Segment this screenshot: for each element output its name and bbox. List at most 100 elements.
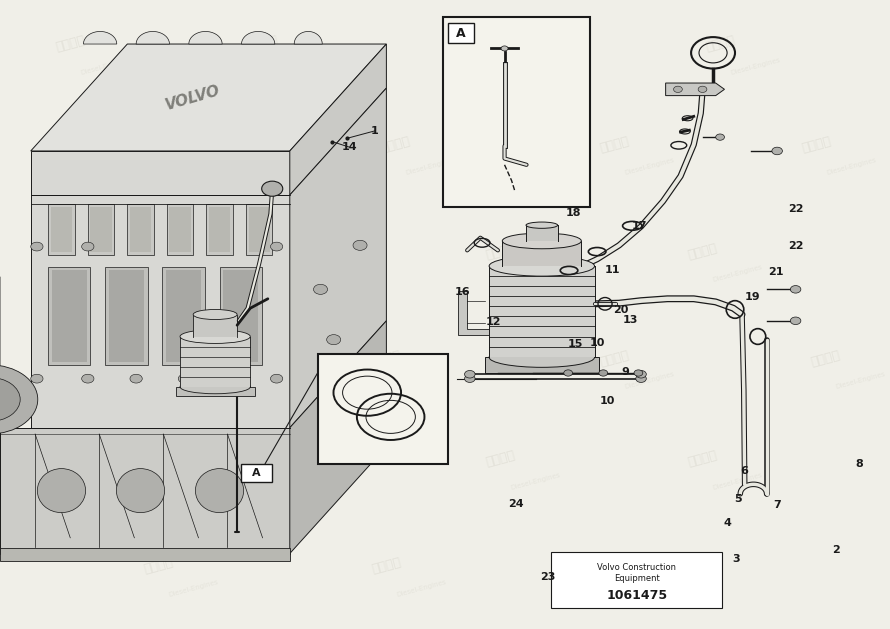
Text: 紫发动力: 紫发动力 [686, 449, 719, 469]
Polygon shape [88, 204, 114, 255]
Ellipse shape [526, 222, 558, 228]
Polygon shape [48, 267, 91, 365]
Text: A: A [457, 27, 465, 40]
Circle shape [327, 335, 341, 345]
Text: 紫发动力: 紫发动力 [493, 34, 525, 54]
Text: 2: 2 [832, 545, 840, 555]
Polygon shape [130, 207, 151, 252]
Ellipse shape [490, 347, 595, 367]
Text: 4: 4 [724, 518, 731, 528]
Polygon shape [241, 31, 275, 44]
Text: Diesel-Engines: Diesel-Engines [624, 579, 676, 598]
Polygon shape [206, 204, 232, 255]
Text: 23: 23 [540, 572, 555, 582]
Text: Diesel-Engines: Diesel-Engines [396, 579, 447, 598]
Polygon shape [52, 270, 87, 362]
Polygon shape [248, 207, 270, 252]
Text: 紫发动力: 紫发动力 [599, 348, 631, 369]
Text: 紫发动力: 紫发动力 [370, 556, 402, 576]
Text: 紫发动力: 紫发动力 [54, 242, 86, 262]
Text: 紫发动力: 紫发动力 [484, 242, 517, 262]
Text: 3: 3 [732, 554, 740, 564]
Polygon shape [166, 204, 193, 255]
Text: Diesel-Engines: Diesel-Engines [167, 371, 219, 390]
Circle shape [716, 134, 724, 140]
Text: Diesel-Engines: Diesel-Engines [826, 157, 878, 176]
Text: Diesel-Engines: Diesel-Engines [80, 472, 131, 491]
Text: Diesel-Engines: Diesel-Engines [290, 472, 342, 491]
Text: 紫发动力: 紫发动力 [484, 449, 517, 469]
Circle shape [465, 370, 475, 378]
Polygon shape [526, 225, 558, 241]
Polygon shape [163, 267, 205, 365]
Text: 紫发动力: 紫发动力 [142, 135, 174, 155]
Bar [448, 23, 474, 43]
Text: Equipment: Equipment [614, 574, 659, 583]
Bar [318, 354, 448, 464]
Text: 14: 14 [342, 142, 357, 152]
Circle shape [772, 147, 782, 155]
Bar [552, 552, 722, 608]
Text: 1061475: 1061475 [606, 589, 668, 602]
Ellipse shape [490, 256, 595, 276]
Polygon shape [166, 270, 201, 362]
Circle shape [635, 370, 646, 378]
Text: 紫发动力: 紫发动力 [54, 449, 86, 469]
Circle shape [271, 242, 283, 251]
Polygon shape [290, 44, 386, 195]
Circle shape [635, 375, 646, 382]
Circle shape [599, 370, 608, 376]
Text: 16: 16 [455, 287, 471, 298]
Ellipse shape [180, 330, 250, 343]
Text: 紫发动力: 紫发动力 [247, 34, 279, 54]
Text: 22: 22 [788, 241, 804, 251]
Text: 紫发动力: 紫发动力 [265, 242, 297, 262]
Bar [240, 464, 272, 482]
Text: Diesel-Engines: Diesel-Engines [396, 371, 447, 390]
Ellipse shape [180, 380, 250, 394]
Circle shape [262, 181, 283, 196]
Circle shape [0, 377, 20, 421]
Text: 17: 17 [632, 221, 647, 231]
Circle shape [31, 374, 43, 383]
Circle shape [178, 374, 190, 383]
Polygon shape [84, 31, 117, 44]
Circle shape [563, 370, 572, 376]
Polygon shape [666, 83, 724, 96]
Text: 紫发动力: 紫发动力 [142, 556, 174, 576]
Text: 1: 1 [371, 126, 379, 136]
Text: Diesel-Engines: Diesel-Engines [730, 57, 781, 75]
Polygon shape [458, 291, 490, 335]
Text: 21: 21 [768, 267, 783, 277]
Text: Diesel-Engines: Diesel-Engines [835, 371, 886, 390]
Polygon shape [246, 204, 272, 255]
Circle shape [31, 242, 43, 251]
Text: 9: 9 [621, 367, 629, 377]
Polygon shape [31, 44, 386, 151]
Polygon shape [0, 548, 290, 561]
Ellipse shape [37, 469, 85, 513]
Text: 紫发动力: 紫发动力 [265, 449, 297, 469]
Text: 紫发动力: 紫发动力 [379, 135, 411, 155]
Ellipse shape [193, 309, 237, 320]
Circle shape [353, 240, 367, 250]
Text: 13: 13 [623, 315, 638, 325]
Polygon shape [193, 314, 237, 337]
Circle shape [501, 46, 508, 51]
Text: 20: 20 [613, 305, 628, 315]
Circle shape [82, 242, 94, 251]
Text: Volvo Construction: Volvo Construction [597, 563, 676, 572]
Ellipse shape [117, 469, 165, 513]
Circle shape [674, 86, 683, 92]
Bar [442, 17, 590, 207]
Text: Diesel-Engines: Diesel-Engines [80, 264, 131, 283]
Text: Diesel-Engines: Diesel-Engines [80, 57, 131, 75]
Text: Diesel-Engines: Diesel-Engines [405, 157, 456, 176]
Text: 24: 24 [507, 499, 523, 509]
Polygon shape [175, 387, 255, 396]
Polygon shape [0, 428, 290, 554]
Ellipse shape [502, 233, 581, 248]
Text: 紫发动力: 紫发动力 [142, 348, 174, 369]
Text: 紫发动力: 紫发动力 [686, 242, 719, 262]
Text: 10: 10 [600, 396, 615, 406]
